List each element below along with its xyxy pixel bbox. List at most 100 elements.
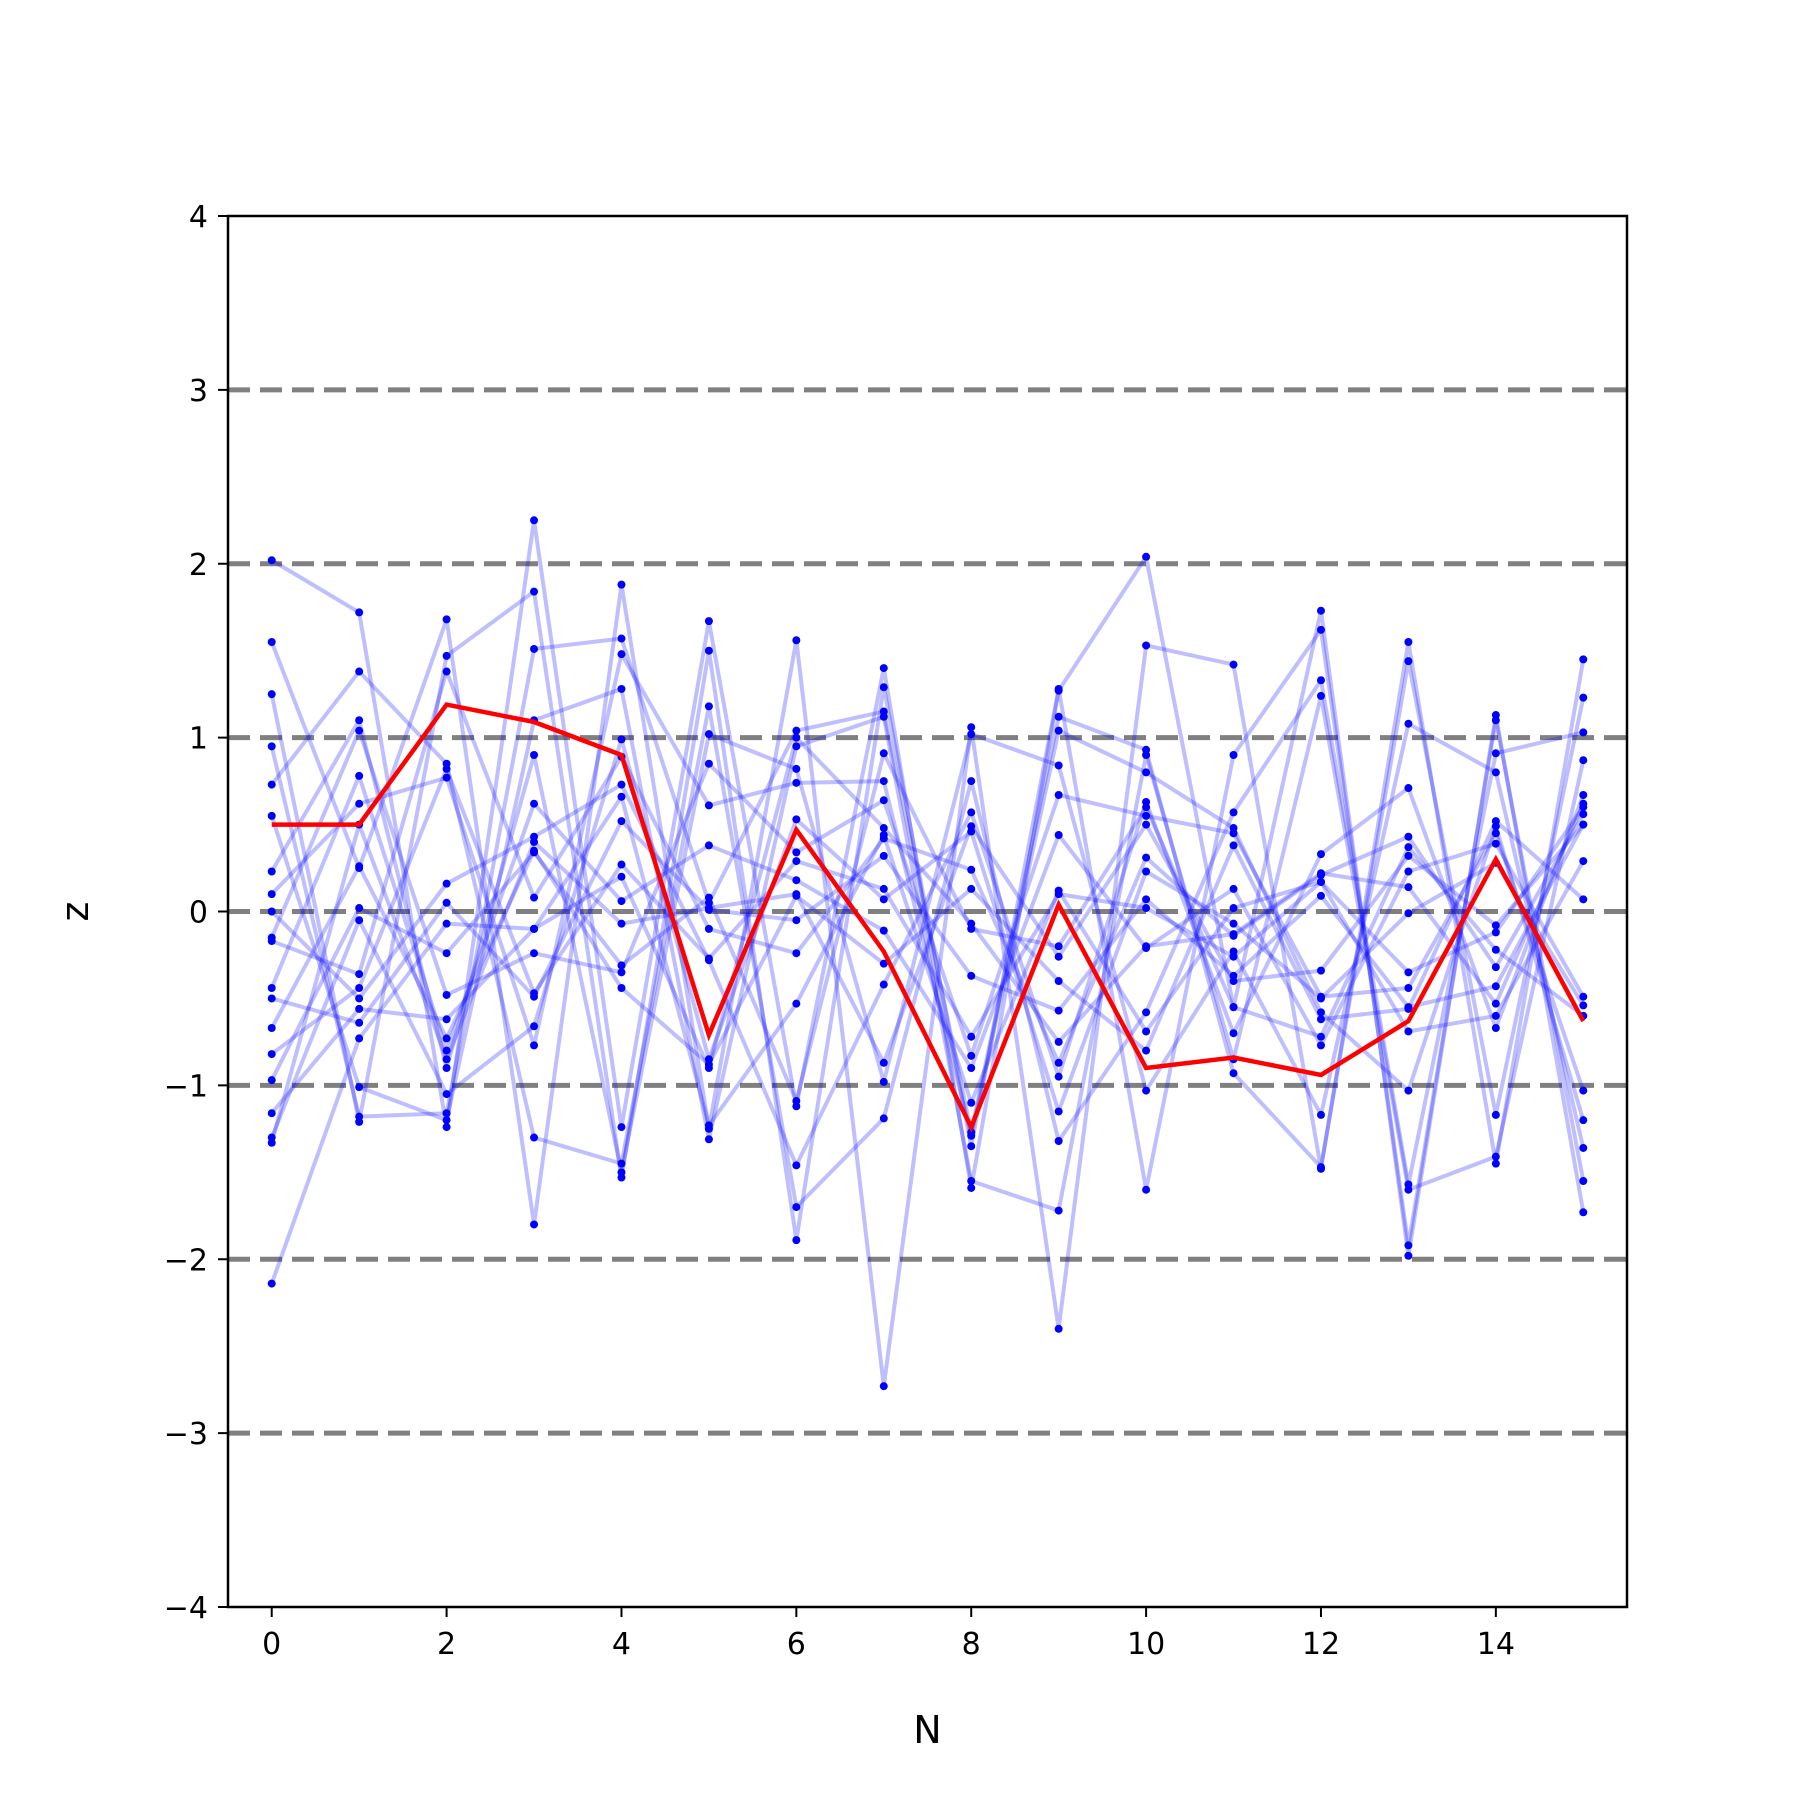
background-series-point (1054, 1006, 1063, 1015)
background-series-point (442, 1046, 451, 1055)
background-series-line (269, 686, 1586, 1213)
background-series-line (270, 652, 1586, 1138)
background-series-point (355, 799, 364, 808)
background-series-point (355, 1018, 364, 1027)
x-tick-label: 6 (787, 1627, 806, 1662)
background-series-point (1491, 749, 1500, 758)
background-series-point (704, 841, 713, 850)
background-series-point (1229, 952, 1238, 961)
background-series-line (270, 782, 1586, 1168)
background-series-point (1054, 942, 1063, 951)
background-series-point (267, 742, 276, 751)
background-series-line (270, 518, 1586, 1258)
background-series-point (879, 980, 888, 989)
background-series-line (269, 582, 1586, 1389)
background-series-point (1229, 1003, 1238, 1012)
background-series-point (530, 848, 539, 857)
background-series-point (704, 730, 713, 739)
y-axis-label: z (53, 902, 97, 922)
background-series-point (879, 1077, 888, 1086)
background-series-point (1142, 1008, 1151, 1017)
background-series-point (1404, 637, 1413, 646)
background-series-point (267, 1050, 276, 1059)
background-series-point (1579, 810, 1588, 819)
background-series-point (1579, 895, 1588, 904)
background-series-point (1579, 857, 1588, 866)
x-tick-label: 4 (612, 1627, 631, 1662)
background-series-point (967, 1063, 976, 1072)
background-series-point (267, 556, 276, 565)
x-tick-label: 8 (962, 1627, 981, 1662)
background-series-point (267, 994, 276, 1003)
background-series-point (792, 1203, 801, 1212)
y-tick-label: 1 (189, 722, 208, 757)
background-series-point (967, 971, 976, 980)
background-series-point (1316, 891, 1325, 900)
background-series-point (1491, 999, 1500, 1008)
background-series-point (1229, 1069, 1238, 1078)
background-series-point (1054, 684, 1063, 693)
background-series-point (617, 961, 626, 970)
background-series-point (967, 919, 976, 928)
background-series-point (1316, 1041, 1325, 1050)
background-series-point (267, 907, 276, 916)
background-series-point (1491, 839, 1500, 848)
background-series-point (442, 1034, 451, 1043)
background-series-point (967, 884, 976, 893)
background-series-point (530, 587, 539, 596)
background-series-point (1404, 657, 1413, 666)
background-series-point (617, 1168, 626, 1177)
background-series-point (1404, 883, 1413, 892)
background-series-point (1316, 1110, 1325, 1119)
background-series-point (1491, 1152, 1500, 1161)
background-series-point (617, 1159, 626, 1168)
background-series-point (267, 1023, 276, 1032)
background-series-point (530, 1022, 539, 1031)
background-series-point (355, 984, 364, 993)
background-series-line (269, 636, 1586, 1170)
background-series-point (1404, 1027, 1413, 1036)
background-series-point (879, 796, 888, 805)
background-series-point (1404, 1185, 1413, 1194)
background-series-point (792, 815, 801, 824)
background-series-point (967, 1183, 976, 1192)
background-series-point (1054, 886, 1063, 895)
background-series-point (1491, 945, 1500, 954)
background-series-point (1054, 1058, 1063, 1067)
background-series-point (1404, 984, 1413, 993)
background-series-point (1316, 1163, 1325, 1172)
background-series-point (442, 949, 451, 958)
background-series-point (1404, 909, 1413, 918)
background-series-point (267, 1109, 276, 1118)
background-series-point (1579, 992, 1588, 1001)
background-series-point (792, 857, 801, 866)
background-series-point (1491, 1110, 1500, 1119)
background-series-point (792, 890, 801, 899)
x-tick-label: 10 (1127, 1627, 1165, 1662)
background-series-point (267, 984, 276, 993)
background-series-point (267, 890, 276, 899)
background-series-point (1229, 660, 1238, 669)
background-series-point (355, 862, 364, 871)
background-series-point (704, 904, 713, 913)
background-series-point (792, 778, 801, 787)
x-tick-label: 12 (1302, 1627, 1340, 1662)
background-series-point (267, 811, 276, 820)
background-series-point (530, 893, 539, 902)
background-series-point (617, 817, 626, 826)
background-series-point (530, 949, 539, 958)
background-series-point (792, 636, 801, 645)
background-series-point (617, 897, 626, 906)
background-series-point (967, 808, 976, 817)
background-series-point (1579, 1001, 1588, 1010)
background-series-line (269, 822, 1585, 1144)
background-series-point (792, 742, 801, 751)
background-series-point (792, 1097, 801, 1106)
background-series-point (355, 904, 364, 913)
background-series-point (1491, 1011, 1500, 1020)
background-series-point (1054, 1137, 1063, 1146)
background-series-point (879, 683, 888, 692)
background-series-point (617, 650, 626, 659)
background-series-point (355, 771, 364, 780)
background-series-point (617, 780, 626, 789)
